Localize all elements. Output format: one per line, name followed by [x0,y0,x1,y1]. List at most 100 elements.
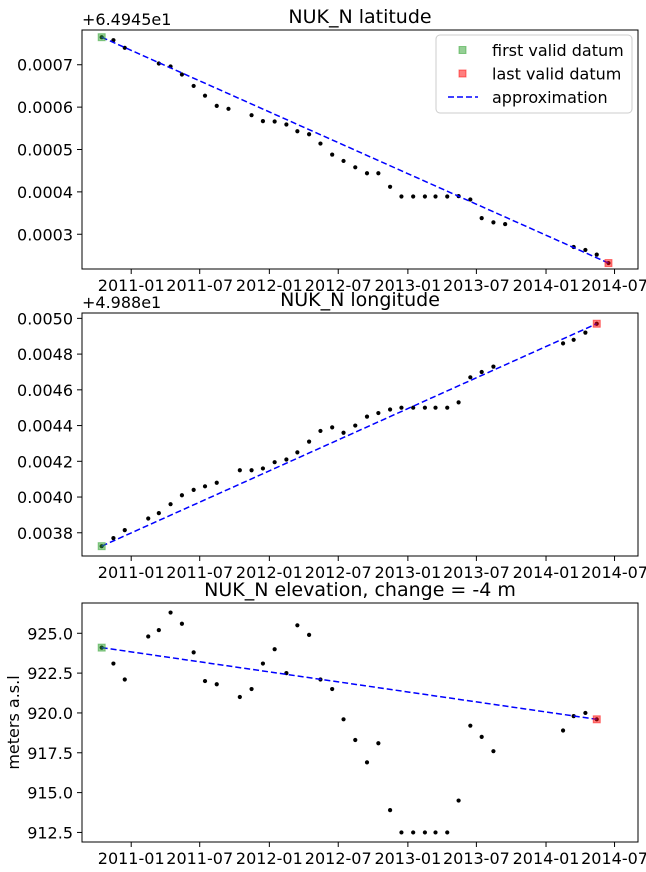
x-tick-label: 2013-01 [374,563,441,582]
data-point [445,194,450,199]
data-point [284,122,289,127]
data-point [295,129,300,134]
data-point [168,610,173,615]
data-point [422,405,428,410]
data-point [583,710,588,716]
data-point [479,216,484,221]
data-point [445,405,450,410]
data-point [503,221,508,227]
data-point [122,45,127,50]
last-valid-datum-marker [592,715,601,724]
x-tick-label: 2012-01 [236,276,303,295]
data-point [479,734,484,739]
data-point [111,536,116,541]
y-tick-label: 0.0006 [17,98,73,117]
data-point [491,749,496,754]
x-tick-label: 2013-07 [443,563,510,582]
x-tick-label: 2013-01 [374,276,441,295]
data-point [202,93,208,98]
y-tick-label: 0.0004 [17,183,73,202]
y-tick-label: 922.5 [27,664,73,683]
legend-label: last valid datum [492,65,621,84]
data-point [571,337,576,342]
data-point [376,741,381,746]
plot-frame [81,602,639,843]
x-tick-label: 2014-01 [513,849,580,868]
data-point [341,158,346,164]
data-point [330,425,335,430]
data-point [411,830,416,835]
data-point [295,623,300,628]
data-point [179,72,185,77]
y-tick-label: 920.0 [27,704,73,723]
data-point [353,423,358,428]
y-tick-label: 0.0042 [17,452,73,471]
data-point [226,106,231,111]
data-point [341,430,346,435]
data-point [249,468,254,473]
data-point [179,493,185,498]
data-point [122,527,127,533]
data-point [353,165,358,170]
data-point [387,407,393,412]
data-point [156,511,161,516]
data-point [330,686,335,692]
data-point [376,410,381,416]
data-point [202,678,208,684]
data-point [411,405,416,410]
legend: first valid datum last valid datum approxi… [435,34,633,114]
plot-frame [81,312,639,557]
x-tick-label: 2014-07 [581,849,646,868]
data-point [433,830,438,835]
data-point [479,369,484,375]
x-tick-label: 2013-07 [443,276,510,295]
legend-marker [458,46,467,54]
x-tick-label: 2011-07 [166,276,233,295]
data-point [445,830,450,835]
approximation-line [101,323,598,547]
x-tick-label: 2012-01 [236,563,303,582]
data-point [191,650,196,655]
axis-offset-label: +4.988e1 [82,293,161,312]
data-point [272,119,277,124]
data-point [583,330,588,335]
data-point [237,468,242,473]
data-point [387,184,393,189]
legend-label: approximation [492,88,608,107]
x-tick-label: 2013-07 [443,849,510,868]
legend-label: first valid datum [492,41,624,60]
x-tick-label: 2012-01 [236,849,303,868]
data-point [260,466,266,471]
data-point [456,798,461,803]
chart-title: NUK_N longitude [280,289,440,311]
data-point [399,405,404,410]
data-point [179,621,185,626]
data-point [364,760,370,765]
data-point [260,119,266,124]
y-tick-label: 0.0005 [17,141,73,160]
data-point [272,460,277,465]
data-point [364,414,370,419]
first-valid-datum-marker [97,542,106,551]
data-point [468,375,473,380]
x-tick-label: 2011-01 [98,276,165,295]
data-point [364,171,370,176]
data-point [318,141,323,146]
data-point [249,113,254,118]
x-tick-label: 2014-01 [513,563,580,582]
data-point [411,194,416,199]
data-point [433,405,438,410]
data-point [306,632,312,637]
data-point [237,694,242,700]
data-point [122,677,127,682]
x-tick-label: 2011-01 [98,849,165,868]
data-point [560,341,566,346]
x-tick-label: 2011-07 [166,849,233,868]
data-point [594,252,599,257]
data-point [353,737,358,743]
last-valid-datum-marker [604,259,613,268]
data-point [583,247,588,253]
